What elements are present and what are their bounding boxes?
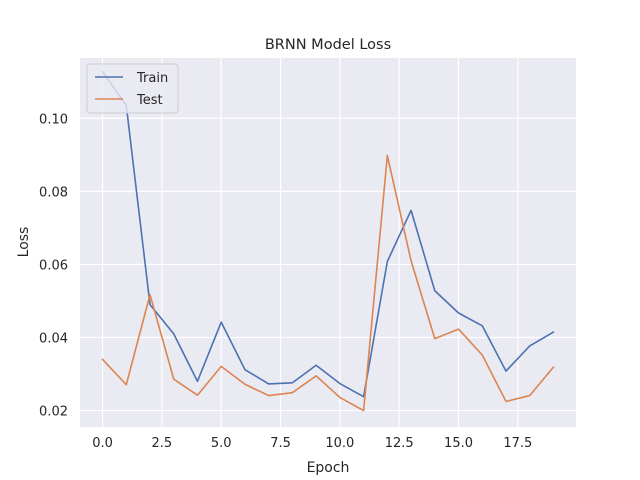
y-tick-label: 0.10 xyxy=(39,112,68,127)
series-line-train xyxy=(101,70,555,398)
x-tick-labels: 0.0 2.5 5.0 7.5 10.0 12.5 15.0 17.5 xyxy=(92,436,532,451)
y-tick-label: 0.02 xyxy=(39,405,68,420)
legend: Train Test xyxy=(86,63,179,114)
legend-label-train: Train xyxy=(136,71,168,86)
y-tick-label: 0.08 xyxy=(39,185,68,200)
x-tick-label: 12.5 xyxy=(385,436,414,451)
legend-label-test: Test xyxy=(136,93,163,108)
x-tick-label: 17.5 xyxy=(503,436,532,451)
y-axis-label: Loss xyxy=(16,227,32,258)
x-tick-label: 5.0 xyxy=(211,436,232,451)
x-axis-label: Epoch xyxy=(307,460,350,476)
chart-title: BRNN Model Loss xyxy=(265,37,391,53)
plot-area xyxy=(80,58,576,427)
y-tick-labels: 0.02 0.04 0.06 0.08 0.10 xyxy=(39,112,68,419)
series-lines xyxy=(101,70,555,412)
y-tick-label: 0.06 xyxy=(39,258,68,273)
y-tick-label: 0.04 xyxy=(39,331,68,346)
series-line-test xyxy=(101,154,555,412)
x-tick-label: 10.0 xyxy=(325,436,354,451)
x-tick-label: 15.0 xyxy=(444,436,473,451)
x-tick-label: 7.5 xyxy=(270,436,291,451)
x-tick-label: 0.0 xyxy=(92,436,113,451)
x-tick-label: 2.5 xyxy=(152,436,173,451)
grid xyxy=(80,58,576,427)
